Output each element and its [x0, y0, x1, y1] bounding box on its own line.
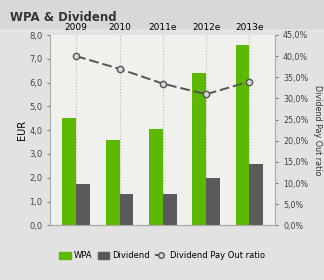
Bar [149, 129, 163, 225]
Bar [249, 164, 263, 225]
Bar [192, 73, 206, 225]
Bar [236, 45, 249, 225]
Bar [206, 178, 220, 225]
Bar [106, 140, 120, 225]
Y-axis label: Dividend Pay Out ratio: Dividend Pay Out ratio [313, 85, 322, 176]
Bar [76, 184, 90, 225]
Legend: WPA, Dividend, Dividend Pay Out ratio: WPA, Dividend, Dividend Pay Out ratio [55, 248, 269, 263]
Bar [163, 194, 177, 225]
Bar [120, 194, 133, 225]
Text: WPA & Dividend: WPA & Dividend [10, 11, 116, 24]
Y-axis label: EUR: EUR [17, 120, 27, 140]
Bar [62, 118, 76, 225]
